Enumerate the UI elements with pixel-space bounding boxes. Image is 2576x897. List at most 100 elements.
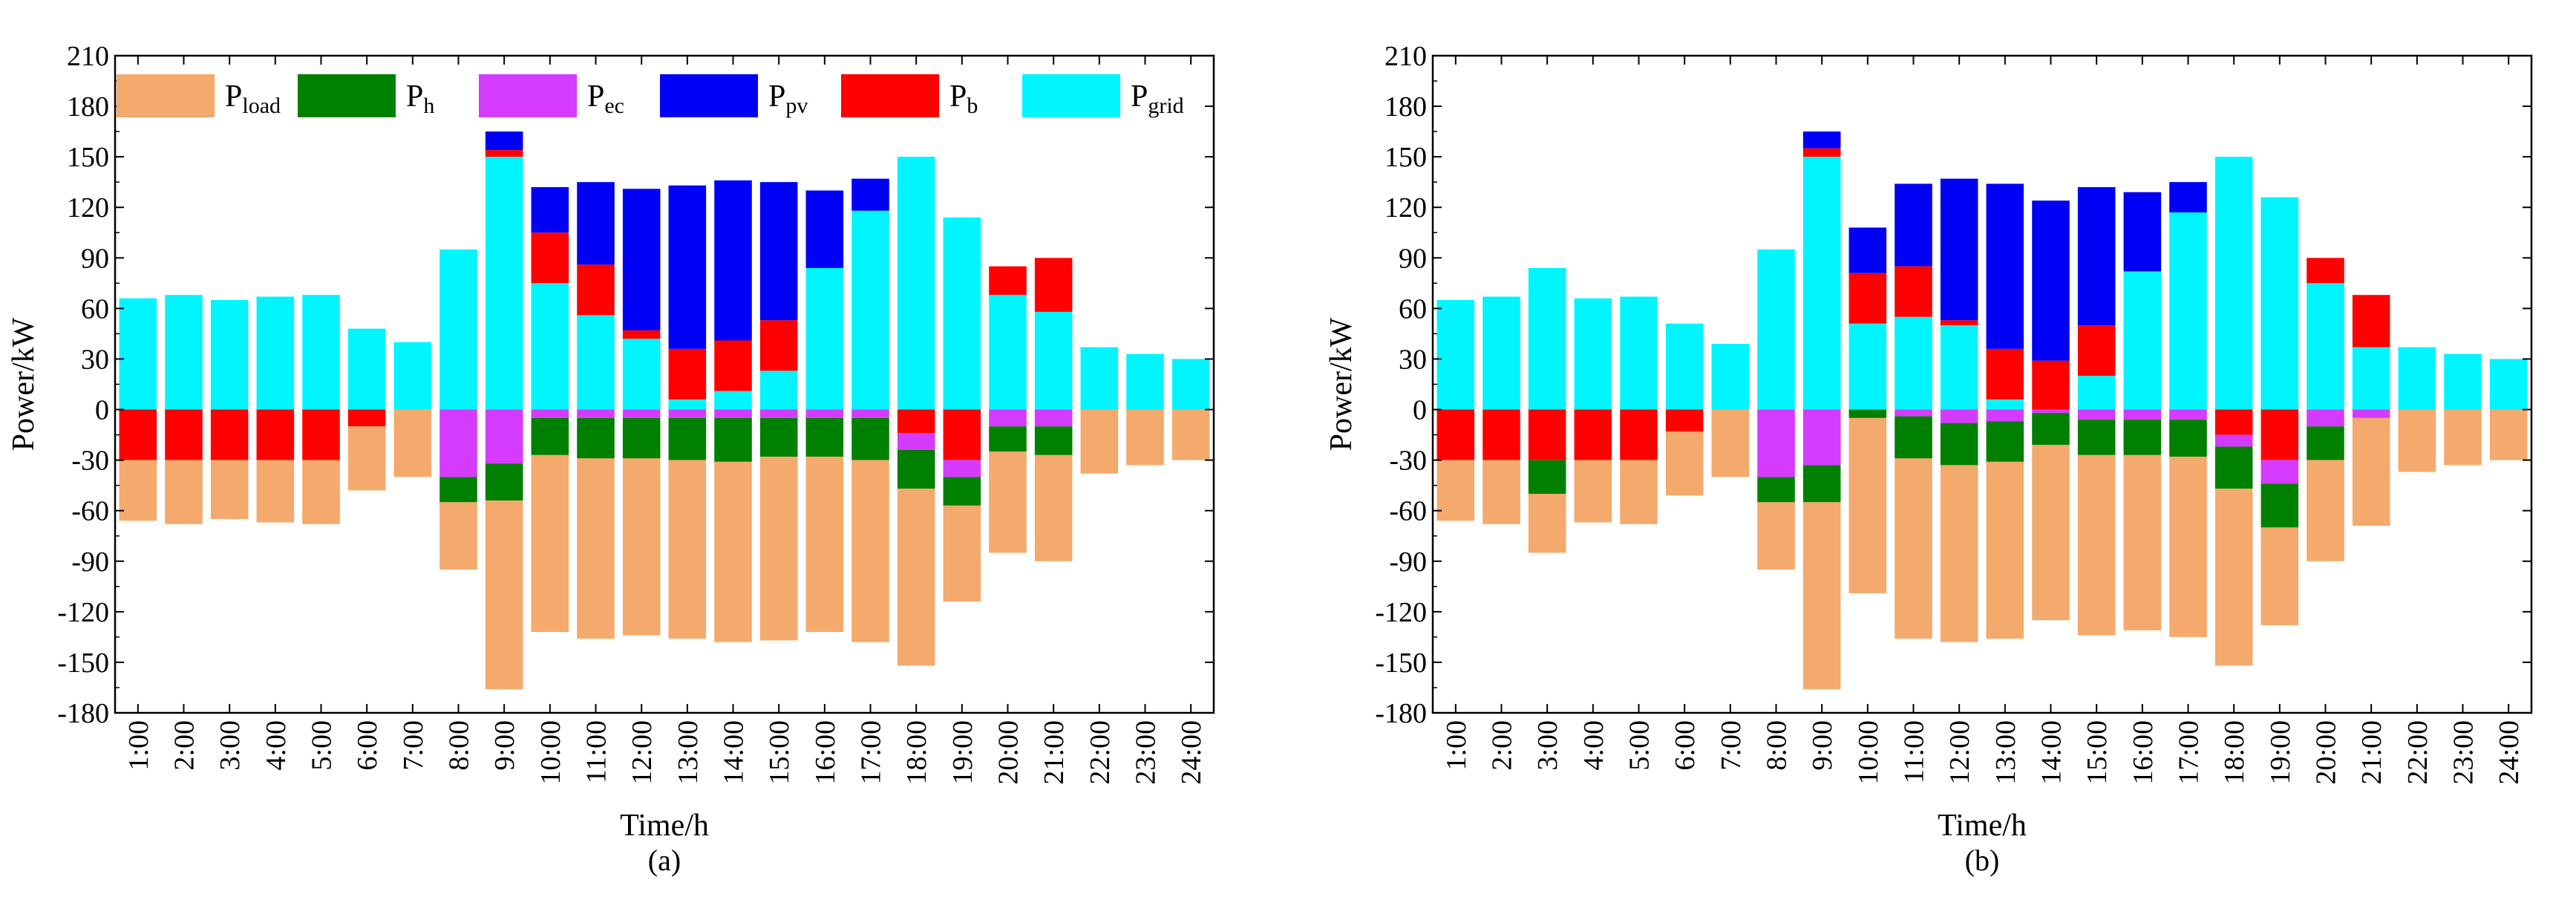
bar-load-21:00 [1034,454,1073,561]
panel-caption: (b) [1965,844,2000,877]
bar-ec-15:00 [759,409,798,418]
bar-b-5:00 [302,409,340,460]
legend-swatch-ec [479,74,577,117]
bar-h-20:00 [2307,426,2344,460]
bar-h-15:00 [2077,420,2116,455]
bar-grid-13:00 [1986,399,2024,410]
bar-grid-8:00 [439,249,477,410]
bar-h-20:00 [989,426,1027,452]
y-tick-label: -180 [57,698,109,729]
bar-load-24:00 [1171,409,1210,460]
bar-pv-11:00 [577,182,615,265]
bar-load-14:00 [2032,445,2070,621]
bar-load-14:00 [714,461,752,642]
bar-grid-22:00 [2398,347,2436,410]
bar-grid-9:00 [485,157,523,410]
y-tick-label: -150 [1375,648,1427,679]
bar-load-9:00 [1802,502,1841,690]
bar-load-2:00 [1482,460,1520,524]
bars-group [119,131,1210,690]
bar-grid-20:00 [2307,283,2344,410]
x-tick-label: 9:00 [489,720,520,771]
x-tick-label: 24:00 [1176,720,1207,785]
bar-h-12:00 [622,417,661,459]
bar-grid-10:00 [1848,323,1887,410]
bar-load-7:00 [393,409,432,477]
bar-ec-11:00 [1895,409,1932,417]
x-tick-label: 20:00 [2311,720,2342,785]
bar-h-16:00 [805,417,844,457]
bar-grid-19:00 [943,217,981,410]
bar-b-21:00 [2352,295,2390,348]
bar-b-1:00 [1436,409,1475,460]
bar-grid-16:00 [805,267,844,410]
bar-h-10:00 [531,417,569,455]
y-tick-label: 210 [1385,41,1427,72]
y-tick-label: 30 [81,344,109,375]
legend-subscript: grid [1148,94,1183,118]
x-tick-label: 23:00 [1131,720,1162,785]
bar-b-4:00 [256,409,295,460]
bar-b-18:00 [897,409,935,434]
bar-h-10:00 [1848,409,1887,418]
bar-b-15:00 [2077,325,2116,376]
bar-load-22:00 [1080,409,1119,474]
bar-pv-10:00 [531,187,569,233]
bar-h-13:00 [668,417,707,460]
bar-b-18:00 [2214,409,2253,435]
bar-load-2:00 [165,460,203,524]
bar-load-1:00 [119,460,157,521]
bar-load-17:00 [851,460,889,642]
bar-b-20:00 [989,266,1027,296]
legend-label-b: Pb [949,79,978,118]
bar-load-7:00 [1711,409,1750,477]
bar-grid-4:00 [1574,298,1612,410]
bar-pv-9:00 [1802,131,1841,149]
legend-label-h: Ph [406,79,434,118]
bar-b-5:00 [1620,409,1658,460]
bar-grid-15:00 [759,371,798,410]
bar-ec-9:00 [1802,409,1841,466]
bar-grid-11:00 [1895,316,1932,410]
x-tick-label: 19:00 [2265,720,2296,785]
x-tick-label: 6:00 [1670,720,1701,771]
bar-ec-20:00 [2307,409,2344,427]
bar-ec-8:00 [1757,409,1795,477]
bar-ec-16:00 [805,409,844,418]
bar-b-14:00 [2032,360,2070,410]
bar-h-19:00 [943,477,981,506]
y-tick-label: -150 [57,648,109,679]
y-tick-label: -120 [1375,597,1427,628]
legend-subscript: b [967,94,978,118]
bar-grid-12:00 [1940,325,1978,410]
x-tick-label: 9:00 [1807,720,1838,771]
bar-ec-20:00 [989,409,1027,427]
y-tick-label: 150 [1385,142,1427,173]
bar-grid-19:00 [2260,197,2299,410]
x-tick-label: 4:00 [261,720,292,771]
x-axis-label: Time/h [620,809,709,843]
bar-h-3:00 [1528,460,1566,494]
bar-pv-14:00 [2032,200,2070,361]
bar-grid-2:00 [1482,296,1520,410]
bar-grid-3:00 [210,300,249,410]
bar-h-9:00 [485,463,523,501]
y-tick-label: -90 [1389,547,1427,578]
x-tick-label: 11:00 [1899,720,1930,783]
bar-grid-16:00 [2123,271,2162,410]
bar-h-13:00 [1986,421,2024,462]
bar-h-8:00 [1757,477,1795,503]
x-tick-label: 3:00 [1532,720,1563,771]
y-tick-label: 180 [1385,91,1427,123]
x-tick-label: 1:00 [1441,720,1472,771]
bar-b-10:00 [531,232,569,284]
bar-load-1:00 [1436,460,1475,521]
y-tick-label: 150 [67,142,109,173]
x-tick-label: 1:00 [123,720,154,771]
legend-label-load: Pload [225,79,281,118]
y-tick-label: -90 [71,547,109,578]
bar-pv-13:00 [668,185,707,349]
bar-ec-14:00 [2032,409,2070,414]
y-axis-label: Power/kW [1324,317,1359,451]
bar-pv-16:00 [2123,192,2162,272]
